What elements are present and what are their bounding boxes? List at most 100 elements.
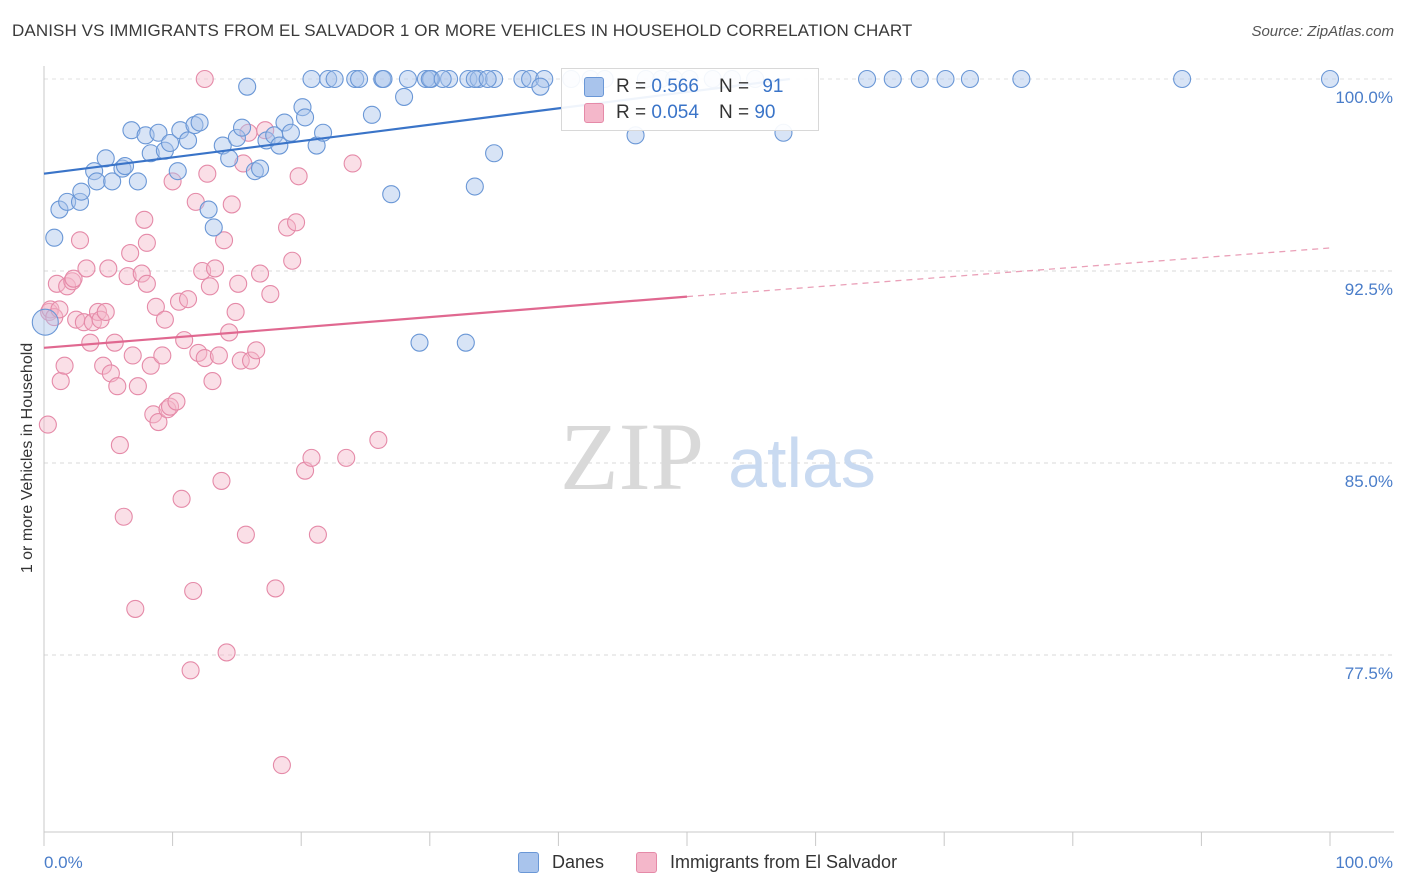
data-point-danes: [433, 69, 452, 89]
data-point-salvador: [132, 264, 151, 283]
y-tick-label: 100.0%: [1335, 88, 1393, 107]
data-point-salvador: [178, 290, 198, 309]
data-point-salvador: [214, 231, 234, 250]
data-point-danes: [250, 159, 270, 178]
data-point-danes: [395, 87, 414, 106]
data-point-danes: [936, 69, 955, 89]
data-point-salvador: [308, 525, 327, 544]
watermark: ZIP atlas: [560, 403, 876, 510]
data-point-danes: [350, 69, 369, 89]
axes: [43, 66, 1394, 846]
legend-label-danes: Danes: [552, 852, 605, 872]
data-point-danes: [245, 162, 264, 181]
data-point-danes: [238, 77, 257, 96]
x-tick-label-max: 100.0%: [1335, 853, 1393, 872]
source-credit: Source: ZipAtlas.com: [1251, 23, 1394, 40]
data-point-salvador: [155, 310, 174, 329]
legend-salvador-r-label: R =: [616, 102, 647, 123]
data-point-salvador: [229, 274, 248, 293]
data-point-danes: [227, 128, 246, 147]
data-point-salvador: [114, 507, 133, 526]
data-point-danes: [1173, 69, 1192, 89]
data-point-danes: [485, 69, 504, 89]
legend-swatch-danes-bottom: [518, 852, 539, 873]
data-point-danes: [374, 69, 393, 89]
data-point-salvador: [266, 579, 285, 598]
data-point-salvador: [247, 341, 266, 360]
data-point-danes: [362, 105, 381, 124]
watermark-atlas: atlas: [728, 424, 876, 502]
legend-salvador-n-value: 90: [754, 102, 776, 123]
data-point-danes: [398, 69, 417, 89]
data-point-danes: [485, 144, 504, 163]
data-point-danes: [293, 98, 312, 117]
data-point-danes: [346, 69, 365, 89]
data-point-danes: [220, 149, 239, 168]
legend-swatch-salvador-bottom: [636, 852, 657, 873]
chart-title: DANISH VS IMMIGRANTS FROM EL SALVADOR 1 …: [12, 21, 913, 40]
data-point-danes: [45, 228, 64, 247]
data-point-salvador: [141, 356, 160, 375]
data-point-salvador: [126, 599, 145, 618]
data-point-salvador: [184, 581, 203, 601]
data-point-salvador: [287, 213, 306, 232]
data-point-danes: [122, 121, 141, 140]
data-point-salvador: [58, 277, 77, 296]
legend-swatch-salvador: [584, 103, 604, 123]
data-point-salvador: [167, 392, 186, 411]
data-point-danes: [58, 192, 77, 211]
data-point-salvador: [200, 277, 219, 296]
data-point-danes: [459, 69, 478, 89]
data-point-salvador: [241, 351, 261, 370]
data-point-danes: [281, 123, 300, 142]
y-tick-label: 92.5%: [1345, 280, 1393, 299]
trend-line-salvador: [43, 295, 688, 349]
data-point-danes: [190, 113, 209, 132]
data-point-salvador: [55, 356, 74, 375]
data-point-danes: [513, 69, 532, 89]
legend-danes-r-label: R =: [616, 76, 647, 97]
data-point-danes: [456, 333, 475, 352]
data-point-danes: [478, 69, 497, 89]
data-point-danes: [128, 172, 147, 191]
data-point-salvador: [283, 251, 302, 270]
data-point-danes: [296, 108, 315, 127]
data-point-salvador: [108, 377, 127, 396]
stats-legend: R = 0.566 N = 91 R = 0.054 N = 90: [561, 68, 819, 131]
legend-item-salvador[interactable]: Immigrants from El Salvador: [636, 852, 897, 873]
legend-row-salvador: R = 0.054 N = 90: [584, 100, 775, 126]
data-point-danes: [883, 69, 902, 89]
data-point-danes: [465, 177, 484, 196]
data-point-salvador: [137, 233, 156, 252]
data-point-danes: [178, 131, 198, 150]
legend-label-salvador: Immigrants from El Salvador: [670, 852, 898, 872]
x-tick-label-min: 0.0%: [44, 853, 83, 872]
data-point-danes: [168, 162, 187, 181]
data-point-salvador: [181, 661, 200, 680]
data-point-salvador: [289, 167, 308, 186]
data-point-danes: [319, 69, 338, 89]
legend-danes-n-label: N =: [718, 76, 750, 97]
data-point-salvador: [217, 643, 236, 662]
data-point-danes: [115, 156, 135, 176]
data-point-danes: [531, 77, 550, 96]
trend-line-salvador-extension: [686, 247, 1331, 298]
data-point-danes: [31, 308, 59, 336]
legend-item-danes[interactable]: Danes: [518, 852, 604, 873]
data-point-salvador: [121, 244, 140, 263]
data-point-salvador: [195, 348, 214, 368]
data-point-salvador: [51, 372, 70, 391]
data-point-danes: [275, 113, 294, 132]
data-point-salvador: [175, 331, 194, 350]
data-point-salvador: [195, 69, 214, 89]
data-point-salvador: [172, 489, 191, 508]
data-point-salvador: [226, 302, 245, 322]
data-point-danes: [420, 69, 439, 89]
data-point-salvador: [146, 297, 165, 316]
data-point-salvador: [163, 172, 182, 191]
data-point-danes: [382, 185, 401, 204]
data-point-salvador: [343, 154, 362, 173]
data-point-salvador: [64, 269, 83, 288]
data-point-salvador: [250, 264, 270, 283]
